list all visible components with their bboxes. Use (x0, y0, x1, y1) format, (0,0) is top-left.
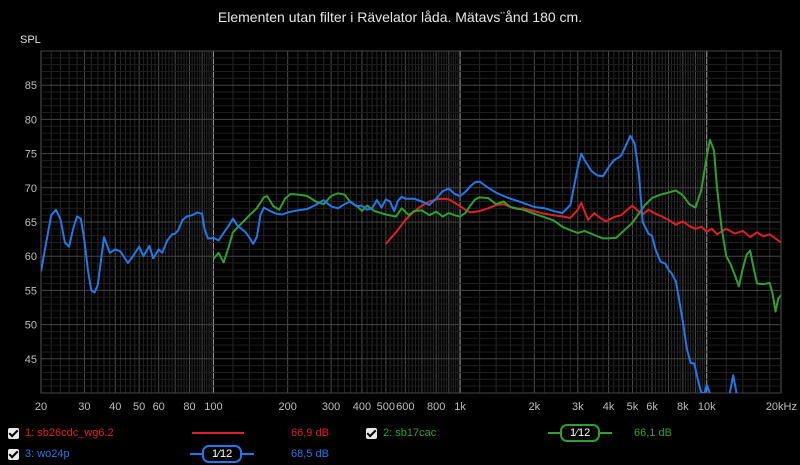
smoothing-value-wo24p: 1⁄12 (202, 445, 243, 463)
y-tick-label: 85 (25, 80, 37, 92)
x-tick-label: 300 (322, 401, 340, 413)
smoothing-value-sb17cac: 1⁄12 (560, 424, 601, 442)
y-tick-label: 70 (25, 183, 37, 195)
legend-avg-sb17cac: 66,1 dB (634, 427, 672, 439)
legend-avg-wo24p: 68,5 dB (291, 448, 329, 460)
y-axis-title: SPL (20, 34, 41, 46)
checkbox-sb26cdc[interactable] (8, 427, 19, 439)
series-line-3 (701, 383, 711, 393)
x-tick-label: 30 (78, 401, 90, 413)
y-tick-label: 75 (25, 149, 37, 161)
x-tick-label: 600 (396, 401, 414, 413)
series-line-2 (41, 134, 703, 393)
x-tick-label: 20 (35, 401, 47, 413)
x-tick-label: 80 (183, 401, 195, 413)
y-tick-label: 55 (25, 285, 37, 297)
smoothing-badge-wo24p[interactable]: 1⁄12 (190, 445, 255, 463)
x-tick-label: 100 (204, 401, 222, 413)
legend-item-sb26cdc[interactable]: 1: sb26cdc_wg6.2 (8, 423, 114, 443)
y-tick-label: 60 (25, 251, 37, 263)
x-tick-label: 500 (377, 401, 395, 413)
legend-avg-sb26cdc: 66,9 dB (291, 427, 329, 439)
legend-item-wo24p[interactable]: 3: wo24p (8, 444, 70, 464)
legend-label-wo24p: 3: wo24p (25, 448, 70, 460)
legend-item-sb17cac[interactable]: 2: sb17cac (366, 423, 436, 443)
x-tick-label: 10k (698, 401, 716, 413)
series-line-4 (728, 374, 738, 393)
chart-title: Elementen utan filter i Rävelator låda. … (217, 9, 583, 25)
x-tick-label: 800 (427, 401, 445, 413)
x-tick-label: 5k (627, 401, 639, 413)
x-tick-label: 60 (153, 401, 165, 413)
x-tick-label: 4k (603, 401, 615, 413)
x-tick-label: 1k (454, 401, 466, 413)
y-tick-label: 45 (25, 354, 37, 366)
legend: 1: sb26cdc_wg6.2 66,9 dB 2: sb17cac 1⁄12… (0, 420, 800, 465)
x-tick-label: 2k (529, 401, 541, 413)
series-line-1 (212, 138, 781, 313)
x-tick-label: 20kHz (766, 401, 797, 413)
checkbox-wo24p[interactable] (8, 448, 19, 460)
checkbox-sb17cac[interactable] (366, 427, 377, 439)
legend-label-sb26cdc: 1: sb26cdc_wg6.2 (25, 427, 114, 439)
x-tick-label: 400 (353, 401, 371, 413)
x-tick-label: 40 (109, 401, 121, 413)
smoothing-badge-sb17cac[interactable]: 1⁄12 (548, 424, 613, 442)
x-tick-label: 3k (572, 401, 584, 413)
y-tick-label: 65 (25, 217, 37, 229)
x-tick-label: 8k (677, 401, 689, 413)
series-line-0 (385, 197, 781, 245)
x-tick-label: 50 (133, 401, 145, 413)
x-tick-label: 6k (646, 401, 658, 413)
legend-label-sb17cac: 2: sb17cac (383, 427, 437, 439)
y-tick-label: 80 (25, 114, 37, 126)
x-tick-label: 200 (278, 401, 296, 413)
y-tick-label: 50 (25, 320, 37, 332)
legend-line-sb26cdc (192, 432, 244, 434)
frequency-response-chart: 45 50 55 60 65 70 75 80 85 SPL 20 30 40 50 60 80 100 200 3… (20, 34, 797, 413)
